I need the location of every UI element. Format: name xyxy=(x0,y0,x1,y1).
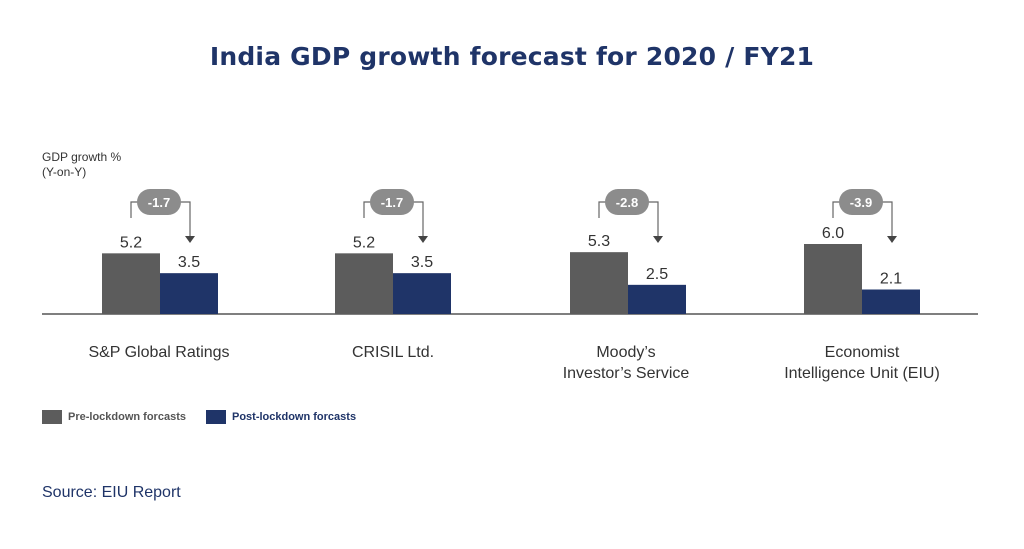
value-label-post-0: 3.5 xyxy=(178,254,200,271)
y-axis-label-line-2: (Y-on-Y) xyxy=(42,165,87,179)
change-arrow-icon-3 xyxy=(887,236,897,243)
category-label-2-0: Moody’s xyxy=(596,344,655,361)
change-arrow-icon-1 xyxy=(418,236,428,243)
change-badge-label-1: -1.7 xyxy=(381,195,403,210)
legend-label-pre: Pre-lockdown forcasts xyxy=(68,411,186,423)
value-label-pre-1: 5.2 xyxy=(353,234,375,251)
value-label-pre-0: 5.2 xyxy=(120,234,142,251)
category-label-2-1: Investor’s Service xyxy=(563,365,690,382)
legend: Pre-lockdown forcasts Post-lockdown forc… xyxy=(42,410,376,424)
y-axis-label-line-1: GDP growth % xyxy=(42,150,122,164)
value-label-post-2: 2.5 xyxy=(646,266,668,283)
change-badge-3 xyxy=(839,189,883,215)
change-badge-label-0: -1.7 xyxy=(148,195,170,210)
change-badge-0 xyxy=(137,189,181,215)
value-label-pre-3: 6.0 xyxy=(822,225,844,242)
bar-pre-2 xyxy=(570,252,628,314)
legend-swatch-pre xyxy=(42,410,62,424)
change-badge-label-3: -3.9 xyxy=(850,195,872,210)
category-label-1-0: CRISIL Ltd. xyxy=(352,344,434,361)
bar-post-0 xyxy=(160,273,218,314)
legend-swatch-post xyxy=(205,410,226,424)
change-badge-2 xyxy=(605,189,649,215)
bar-pre-0 xyxy=(102,253,160,314)
y-axis-label: GDP growth % (Y-on-Y) xyxy=(42,150,121,180)
change-arrow-icon-2 xyxy=(653,236,663,243)
change-arrow-icon-0 xyxy=(185,236,195,243)
bar-post-2 xyxy=(628,284,686,314)
legend-item-pre: Pre-lockdown forcasts xyxy=(42,410,186,424)
legend-label-post: Post-lockdown forcasts xyxy=(231,411,357,423)
category-label-3-1: Intelligence Unit (EIU) xyxy=(784,365,940,382)
bar-pre-1 xyxy=(335,253,393,314)
value-label-post-3: 2.1 xyxy=(880,271,902,288)
bar-pre-3 xyxy=(804,244,862,314)
change-badge-label-2: -2.8 xyxy=(616,195,638,210)
bar-post-1 xyxy=(393,273,451,314)
category-label-0-0: S&P Global Ratings xyxy=(88,344,229,361)
source-note: Source: EIU Report xyxy=(42,484,181,501)
category-label-3-0: Economist xyxy=(825,344,900,361)
chart-title: India GDP growth forecast for 2020 / FY2… xyxy=(209,42,815,71)
bar-post-3 xyxy=(862,289,920,314)
legend-item-post: Post-lockdown forcasts xyxy=(205,410,357,424)
change-badge-1 xyxy=(370,189,414,215)
value-label-pre-2: 5.3 xyxy=(588,233,610,250)
value-label-post-1: 3.5 xyxy=(411,254,433,271)
